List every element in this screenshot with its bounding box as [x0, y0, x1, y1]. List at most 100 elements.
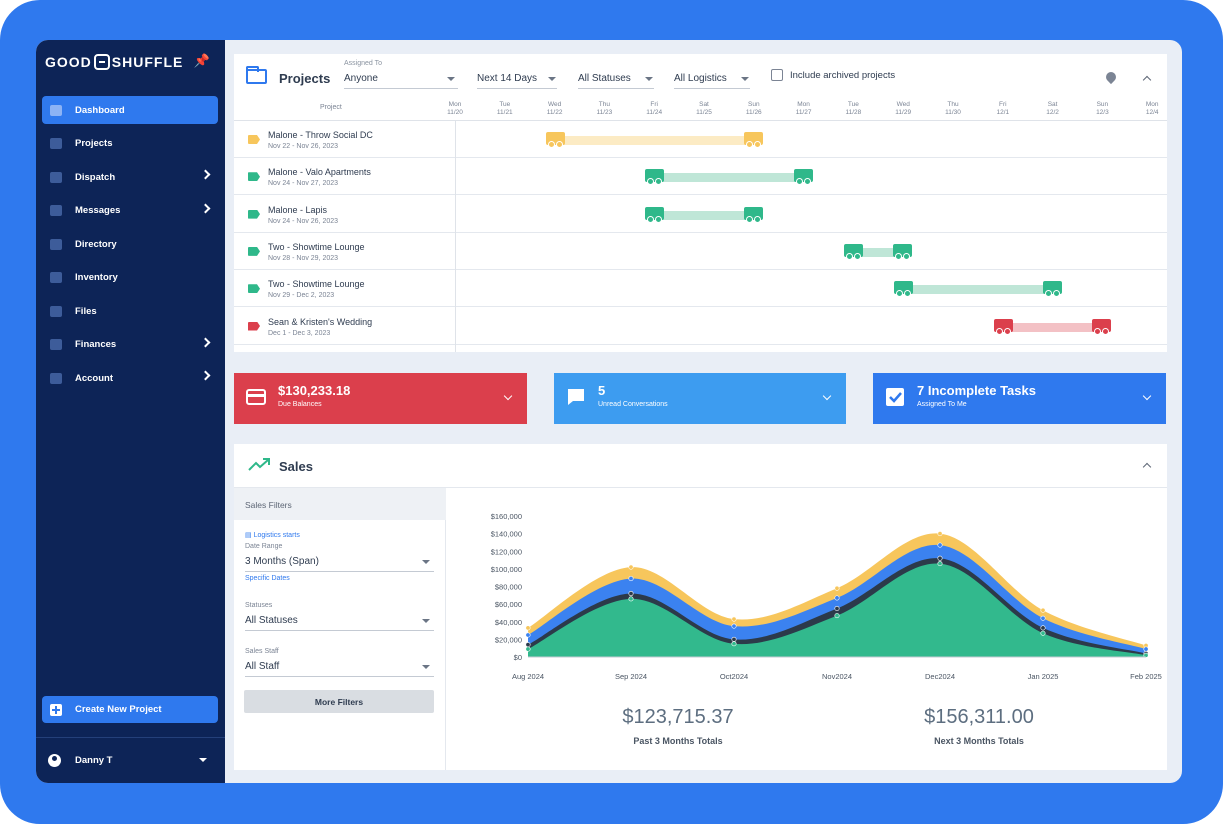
data-point[interactable] [731, 623, 737, 629]
data-point[interactable] [628, 564, 634, 570]
truck-icon[interactable] [645, 169, 665, 186]
timeline-day: Wed 11/29 [883, 101, 923, 117]
staff-select[interactable]: All Staff [245, 661, 280, 672]
truck-icon[interactable] [545, 132, 565, 148]
timeline-bar[interactable] [1002, 322, 1103, 332]
data-point[interactable] [1143, 646, 1149, 652]
bank-icon [50, 339, 62, 350]
sidebar-item-dispatch[interactable]: Dispatch [42, 163, 218, 191]
incomplete-tasks-card[interactable]: 7 Incomplete Tasks Assigned To Me [873, 373, 1166, 424]
collapse-chevron-icon[interactable] [1142, 75, 1152, 85]
data-point[interactable] [834, 613, 840, 619]
data-point[interactable] [834, 595, 840, 601]
data-point[interactable] [937, 531, 943, 537]
truck-icon[interactable] [743, 206, 763, 223]
truck-icon[interactable] [1042, 281, 1062, 298]
chevron-down-icon [645, 77, 653, 81]
data-point[interactable] [937, 555, 943, 561]
data-point[interactable] [937, 561, 943, 567]
project-name[interactable]: Sean & Kristen's Wedding [268, 316, 373, 327]
truck-icon[interactable] [844, 243, 864, 260]
more-filters-button[interactable]: More Filters [244, 690, 434, 713]
data-point[interactable] [525, 646, 531, 652]
timeline-bar[interactable] [654, 173, 804, 183]
sales-filters: Sales Filters ▤ Logistics starts Date Ra… [234, 488, 446, 770]
user-menu[interactable]: Danny T [48, 752, 213, 768]
data-point[interactable] [834, 606, 840, 612]
project-row[interactable]: Two - Showtime Lounge Nov 28 - Nov 29, 20… [234, 233, 1167, 270]
project-name[interactable]: Two - Showtime Lounge [268, 279, 365, 290]
truck-icon[interactable] [894, 281, 914, 298]
location-pin-icon[interactable] [1103, 69, 1119, 85]
statuses-select[interactable]: All Statuses [245, 615, 298, 626]
data-point[interactable] [1040, 615, 1046, 621]
date-range-select[interactable]: Next 14 Days [477, 73, 538, 84]
truck-icon[interactable] [893, 243, 913, 260]
due-balances-card[interactable]: $130,233.18 Due Balances [234, 373, 527, 424]
assigned-to-select[interactable]: Anyone [344, 73, 378, 84]
project-name[interactable]: Malone - Lapis [268, 204, 328, 215]
collapse-chevron-icon[interactable] [1142, 462, 1152, 472]
truck-icon[interactable] [743, 132, 763, 148]
project-row[interactable]: Malone - Throw Social DC Nov 22 - Nov 26,… [234, 121, 1167, 158]
brand-logo[interactable]: GOOD SHUFFLE 📌 [45, 52, 216, 72]
sidebar-item-projects[interactable]: Projects [42, 130, 218, 158]
tag-icon [248, 246, 260, 256]
sidebar-item-finances[interactable]: Finances [42, 331, 218, 359]
truck-icon[interactable] [1092, 318, 1112, 335]
logistics-starts-link[interactable]: ▤ Logistics starts [245, 532, 300, 539]
x-tick-label: Feb 2025 [1130, 672, 1162, 681]
timeline-bar[interactable] [654, 210, 754, 220]
sidebar-item-dashboard[interactable]: Dashboard [42, 96, 218, 124]
sales-title: Sales [279, 459, 313, 474]
day-of-week: Tue [847, 101, 859, 108]
specific-dates-link[interactable]: Specific Dates [245, 575, 290, 582]
timeline-day: Mon 11/27 [784, 101, 824, 117]
data-point[interactable] [1040, 625, 1046, 631]
truck-icon[interactable] [645, 206, 665, 223]
project-name[interactable]: Malone - Valo Apartments [268, 167, 371, 178]
project-row[interactable]: Malone - Lapis Nov 24 - Nov 26, 2023 [234, 196, 1167, 233]
sidebar-item-messages[interactable]: Messages [42, 197, 218, 225]
data-point[interactable] [525, 625, 531, 631]
project-row[interactable]: Sean & Kristen's Wedding Dec 1 - Dec 3, 2… [234, 308, 1167, 345]
next-total-value: $156,311.00 [924, 706, 1034, 728]
project-row[interactable]: Malone - Valo Apartments Nov 24 - Nov 27,… [234, 158, 1167, 196]
truck-icon[interactable] [793, 169, 813, 186]
data-point[interactable] [628, 576, 634, 582]
data-point[interactable] [1040, 607, 1046, 613]
timeline-bar[interactable] [903, 285, 1053, 295]
data-point[interactable] [628, 591, 634, 597]
data-point[interactable] [937, 542, 943, 548]
sidebar-item-inventory[interactable]: Inventory [42, 264, 218, 292]
unread-conversations-card[interactable]: 5 Unread Conversations [554, 373, 846, 424]
truck-icon[interactable] [993, 318, 1013, 335]
data-point[interactable] [731, 616, 737, 622]
archived-checkbox[interactable] [771, 69, 783, 81]
timeline-bar[interactable] [853, 247, 904, 257]
tag-icon [248, 209, 260, 219]
projects-title: Projects [279, 71, 331, 86]
project-name[interactable]: Two - Showtime Lounge [268, 241, 365, 252]
data-point[interactable] [731, 641, 737, 647]
sidebar-item-account[interactable]: Account [42, 364, 218, 392]
logistics-underline [674, 88, 750, 89]
data-point[interactable] [731, 636, 737, 642]
data-point[interactable] [525, 632, 531, 638]
create-project-button[interactable]: Create New Project [42, 696, 218, 723]
logistics-select[interactable]: All Logistics [674, 73, 727, 84]
data-point[interactable] [1040, 630, 1046, 636]
project-name[interactable]: Malone - Throw Social DC [268, 130, 373, 140]
assigned-underline [344, 88, 458, 89]
project-row[interactable]: Two - Showtime Lounge Nov 29 - Dec 2, 202… [234, 270, 1167, 308]
pin-icon[interactable]: 📌 [193, 53, 210, 68]
data-point[interactable] [628, 596, 634, 602]
projects-header: Projects Assigned To Anyone Next 14 Days… [234, 54, 1167, 100]
data-point[interactable] [834, 585, 840, 591]
date-range-select[interactable]: 3 Months (Span) [245, 556, 319, 567]
status-select[interactable]: All Statuses [578, 73, 631, 84]
sidebar-item-directory[interactable]: Directory [42, 230, 218, 258]
data-point[interactable] [525, 642, 531, 648]
timeline-bar[interactable] [554, 136, 754, 145]
sidebar-item-files[interactable]: Files [42, 297, 218, 325]
